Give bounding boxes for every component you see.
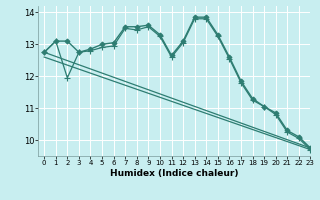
X-axis label: Humidex (Indice chaleur): Humidex (Indice chaleur) [110, 169, 239, 178]
